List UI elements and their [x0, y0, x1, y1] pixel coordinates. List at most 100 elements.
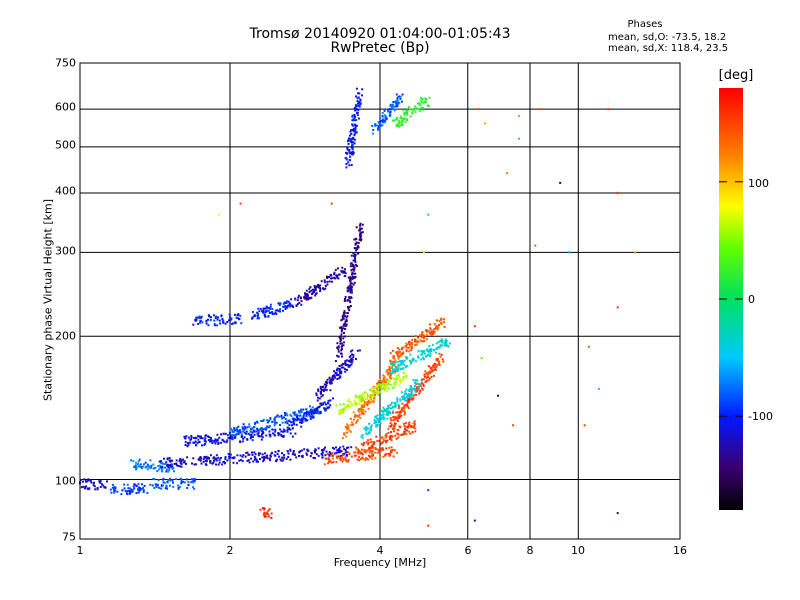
data-point — [333, 271, 336, 274]
data-point — [362, 412, 365, 415]
data-point — [343, 270, 346, 273]
data-point — [344, 322, 347, 325]
data-point — [329, 389, 332, 392]
data-point — [104, 486, 107, 489]
data-point — [352, 130, 355, 133]
data-point — [292, 450, 295, 452]
data-point — [422, 383, 425, 386]
data-point — [374, 457, 377, 460]
data-point — [329, 404, 332, 407]
data-point — [353, 134, 356, 137]
data-point — [439, 355, 442, 358]
data-point — [351, 137, 354, 140]
data-point — [335, 369, 338, 372]
data-point — [160, 485, 163, 488]
data-point — [435, 365, 438, 368]
data-point — [337, 355, 340, 358]
data-point — [390, 384, 393, 386]
data-point — [349, 265, 352, 268]
data-point — [245, 432, 248, 435]
data-point — [371, 443, 374, 446]
data-point — [397, 357, 400, 360]
data-point — [361, 88, 364, 91]
data-point — [341, 457, 344, 460]
data-point — [226, 321, 229, 323]
data-point — [299, 421, 301, 424]
data-point — [134, 464, 137, 467]
data-point — [583, 424, 586, 427]
data-point — [360, 235, 362, 238]
data-point — [406, 109, 408, 112]
data-point — [89, 479, 92, 482]
data-point — [394, 368, 397, 371]
data-point — [403, 409, 405, 412]
data-point — [379, 378, 382, 381]
data-point — [352, 141, 355, 144]
data-point — [140, 488, 143, 491]
data-point — [349, 305, 352, 307]
data-point — [251, 431, 254, 434]
y-tick-label: 100 — [55, 474, 76, 488]
data-point — [349, 291, 352, 294]
data-point — [346, 423, 348, 426]
data-point — [92, 482, 95, 485]
data-point — [420, 333, 423, 336]
data-point — [368, 448, 371, 451]
data-point — [209, 319, 212, 321]
data-point — [207, 324, 210, 327]
data-point — [193, 463, 196, 466]
data-point — [425, 379, 428, 382]
data-point — [379, 415, 381, 418]
data-point — [309, 417, 312, 420]
data-point — [396, 361, 399, 364]
data-point — [175, 462, 178, 465]
data-point — [269, 459, 272, 462]
data-point — [179, 459, 182, 462]
data-point — [311, 406, 314, 409]
data-point — [201, 321, 204, 324]
data-point — [422, 101, 425, 104]
data-point — [346, 152, 348, 155]
data-point — [156, 470, 159, 473]
data-point — [400, 391, 403, 394]
data-point — [374, 416, 377, 419]
data-point — [389, 103, 392, 106]
data-point — [348, 159, 351, 162]
data-point — [367, 443, 370, 446]
data-point — [376, 414, 379, 417]
data-point — [377, 421, 380, 424]
data-point — [327, 399, 330, 402]
data-point — [437, 346, 440, 349]
data-point — [319, 410, 322, 413]
data-point — [261, 456, 264, 459]
data-point — [274, 416, 277, 419]
data-point — [154, 466, 157, 469]
data-point — [249, 433, 251, 436]
data-point — [253, 426, 256, 429]
data-point — [320, 390, 322, 393]
data-point — [382, 406, 385, 409]
data-point — [217, 213, 220, 216]
data-point — [357, 245, 359, 248]
data-point — [201, 444, 203, 447]
data-point — [387, 428, 390, 431]
data-point — [348, 356, 351, 359]
data-point — [433, 328, 436, 331]
data-point — [266, 457, 269, 460]
data-point — [396, 351, 399, 354]
data-point — [407, 399, 410, 402]
data-point — [398, 378, 401, 381]
data-point — [319, 385, 322, 388]
data-point — [351, 265, 354, 268]
data-point — [431, 343, 434, 346]
x-tick-label: 8 — [526, 544, 534, 557]
data-point — [412, 378, 415, 381]
data-point — [289, 303, 292, 306]
data-point — [390, 425, 392, 428]
data-point — [372, 132, 374, 135]
data-point — [249, 437, 252, 440]
data-point — [378, 379, 381, 382]
data-point — [311, 416, 314, 419]
data-point — [616, 306, 619, 309]
data-point — [236, 454, 239, 457]
